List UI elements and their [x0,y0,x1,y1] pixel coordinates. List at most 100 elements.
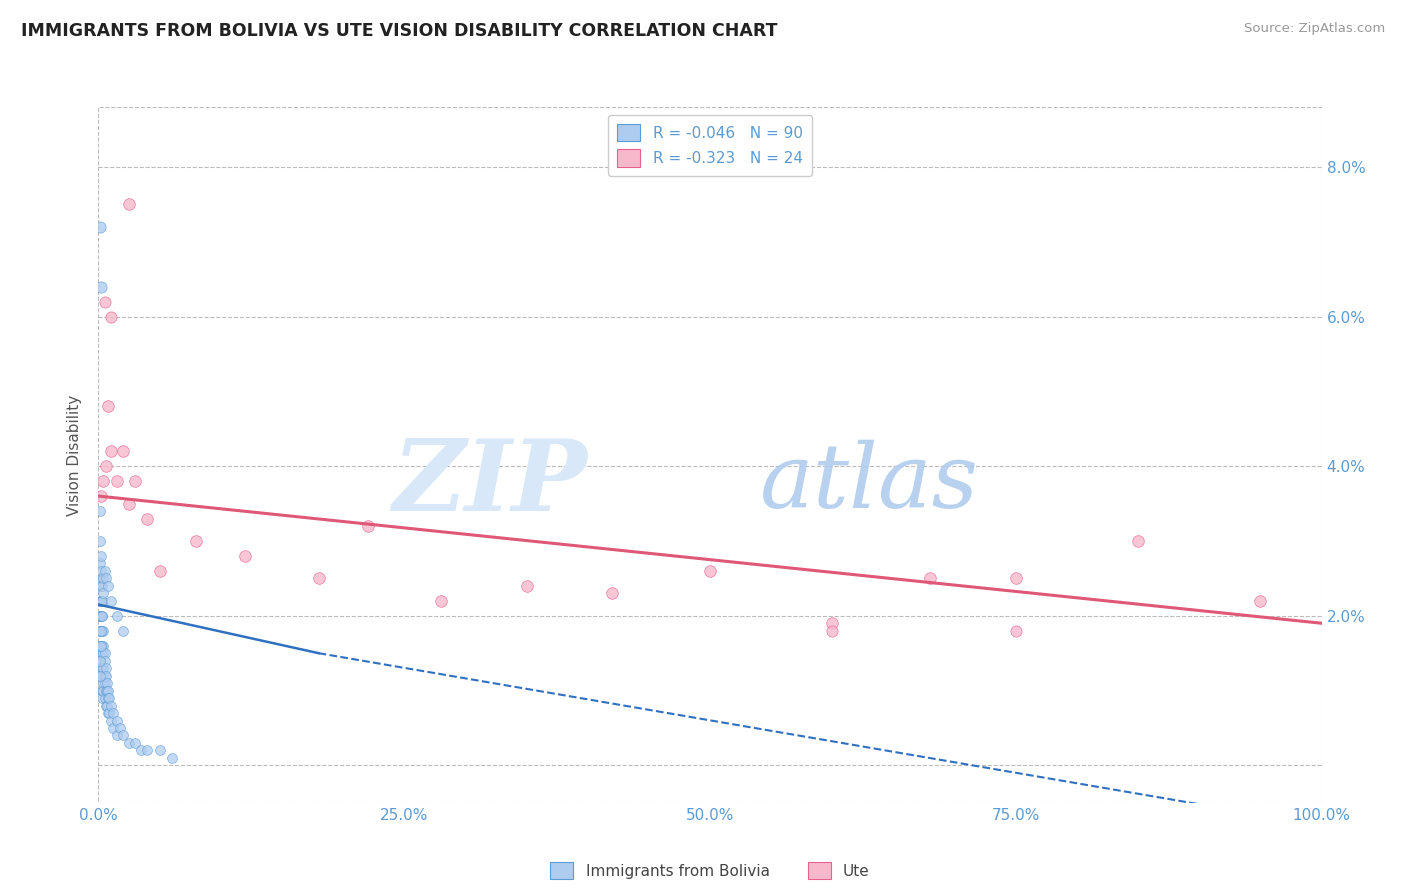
Point [160,751,183,765]
Text: ZIP: ZIP [392,434,588,531]
Point [1249,594,1271,608]
Point [89,533,111,548]
Point [91,579,114,593]
Point [90,594,112,608]
Point [97,579,120,593]
Point [91,676,114,690]
Point [90,668,112,682]
Point [97,691,120,706]
Point [96,683,118,698]
Point [105,714,128,728]
Point [89,594,111,608]
Point [186,533,208,548]
Point [96,676,118,690]
Point [821,624,844,638]
Point [91,683,114,698]
Point [93,676,115,690]
Point [100,698,122,713]
Point [105,729,128,743]
Point [94,668,117,682]
Point [124,474,146,488]
Point [430,594,453,608]
Point [89,654,111,668]
Point [97,706,120,720]
Point [90,661,112,675]
Point [89,646,111,660]
Point [91,586,114,600]
Point [93,668,115,682]
Text: atlas: atlas [759,440,979,526]
Point [91,608,114,623]
Point [98,706,121,720]
Point [90,564,112,578]
Point [90,279,112,293]
Point [90,549,112,563]
Point [111,444,134,458]
Point [96,698,118,713]
Point [111,624,134,638]
Point [105,474,128,488]
Point [129,743,152,757]
Point [94,571,117,585]
Point [600,586,623,600]
Point [91,646,114,660]
Point [91,624,114,638]
Point [90,624,112,638]
Point [308,571,330,585]
Point [89,668,111,682]
Point [1004,571,1026,585]
Point [94,459,117,474]
Point [89,624,111,638]
Point [91,646,114,660]
Point [94,661,117,675]
Point [118,197,141,211]
Point [91,474,114,488]
Point [91,624,114,638]
Point [89,639,111,653]
Point [97,399,120,413]
Point [118,497,141,511]
Point [89,624,111,638]
Text: Source: ZipAtlas.com: Source: ZipAtlas.com [1244,22,1385,36]
Point [93,294,115,309]
Y-axis label: Vision Disability: Vision Disability [67,394,83,516]
Point [98,691,121,706]
Point [136,743,159,757]
Point [91,608,114,623]
Point [89,557,111,571]
Point [89,639,111,653]
Point [93,564,115,578]
Text: IMMIGRANTS FROM BOLIVIA VS UTE VISION DISABILITY CORRELATION CHART: IMMIGRANTS FROM BOLIVIA VS UTE VISION DI… [21,22,778,40]
Point [89,504,111,518]
Point [100,594,122,608]
Point [91,594,114,608]
Point [118,736,141,750]
Point [124,736,146,750]
Point [136,511,159,525]
Point [90,646,112,660]
Point [97,683,120,698]
Point [149,743,172,757]
Point [93,654,115,668]
Point [94,683,117,698]
Point [101,721,124,735]
Point [91,594,114,608]
Point [515,579,537,593]
Point [89,608,111,623]
Point [90,608,112,623]
Point [1128,533,1150,548]
Point [356,519,378,533]
Point [1004,624,1026,638]
Point [89,608,111,623]
Point [91,639,114,653]
Point [149,564,172,578]
Point [91,668,114,682]
Point [89,219,111,234]
Point [91,683,114,698]
Point [90,639,112,653]
Point [100,310,122,324]
Point [90,624,112,638]
Point [90,639,112,653]
Point [110,721,132,735]
Point [233,549,256,563]
